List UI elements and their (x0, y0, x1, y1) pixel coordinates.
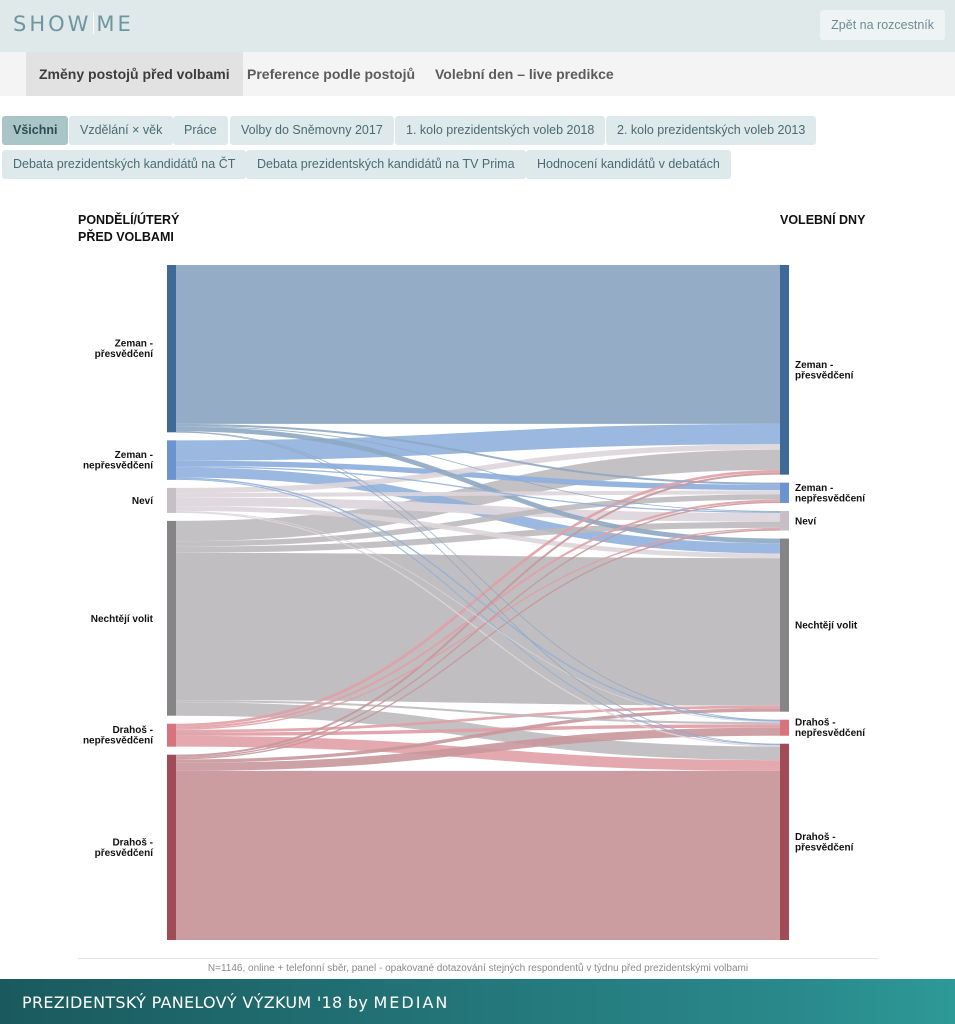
right-node-label-zp: Zeman -přesvědčení (795, 360, 855, 382)
flow-dn-to-dp[interactable] (175, 735, 781, 771)
left-node-zn[interactable] (167, 440, 176, 480)
flow-dn-to-nv[interactable] (175, 527, 781, 730)
logo-text-show: SHOW (13, 12, 92, 36)
flow-dp-to-zp[interactable] (175, 472, 781, 757)
right-node-label-nv: Neví (795, 516, 817, 527)
flow-dn-to-dn[interactable] (175, 724, 781, 736)
back-to-crossroads-button[interactable]: Zpět na rozcestník (820, 10, 945, 40)
left-node-label-line: Zeman - (115, 339, 153, 350)
flow-dn-to-zp[interactable] (175, 469, 781, 727)
filter-presidential-round2-2013[interactable]: 2. kolo prezidentských voleb 2013 (606, 116, 817, 145)
right-node-nv[interactable] (780, 510, 789, 531)
sankey-links (175, 264, 781, 941)
left-node-label-zn: Zeman -nepřesvědčení (83, 450, 154, 472)
flow-nc-to-nv[interactable] (175, 521, 781, 553)
flow-nv-to-zn[interactable] (175, 490, 781, 498)
left-node-label-line: přesvědčení (95, 349, 155, 360)
filter-all[interactable]: Všichni (2, 116, 69, 145)
right-node-nc[interactable] (780, 538, 789, 712)
right-node-label-nc: Nechtějí volit (795, 621, 858, 632)
right-node-label-line: přesvědčení (795, 370, 855, 381)
flow-zn-to-dn[interactable] (175, 477, 781, 722)
flow-dp-to-nv[interactable] (175, 529, 781, 760)
left-node-nv[interactable] (167, 487, 176, 513)
left-node-label-line: Zeman - (115, 450, 153, 461)
right-node-zn[interactable] (780, 482, 789, 503)
flow-nv-to-nc[interactable] (175, 506, 781, 559)
right-node-dp[interactable] (780, 743, 789, 940)
logo-divider (93, 12, 95, 34)
footer-brand-text: PREZIDENTSKÝ PANELOVÝ VÝZKUM '18 by MEDI… (22, 993, 449, 1012)
tab-preferences-by-attitude[interactable]: Preference podle postojů (247, 66, 416, 82)
footer-brand: PREZIDENTSKÝ PANELOVÝ VÝZKUM '18 (22, 993, 343, 1012)
left-node-label-line: přesvědčení (95, 848, 155, 859)
flow-zn-to-nv[interactable] (175, 466, 781, 513)
flow-nc-to-dn[interactable] (175, 700, 781, 725)
filter-debate-ct[interactable]: Debata prezidentských kandidátů na ČT (2, 150, 247, 179)
footer-banner: PREZIDENTSKÝ PANELOVÝ VÝZKUM '18 by MEDI… (0, 979, 955, 1024)
flow-zp-to-nv[interactable] (175, 425, 781, 512)
right-node-label-line: Nechtějí volit (795, 621, 858, 632)
left-node-label-line: Nechtějí volit (91, 614, 154, 625)
left-node-label-line: nepřesvědčení (83, 736, 154, 747)
right-node-label-line: Neví (795, 516, 817, 527)
left-column-title: PONDĚLÍ/ÚTERÝ PŘED VOLBAMI (78, 212, 179, 246)
filter-education-age[interactable]: Vzdělání × věk (69, 116, 174, 145)
footer-by: by (347, 993, 369, 1012)
flow-dp-to-nc[interactable] (175, 708, 781, 763)
left-node-label-line: Drahoš - (112, 837, 153, 848)
right-node-label-line: Drahoš - (795, 718, 836, 729)
right-node-label-line: Drahoš - (795, 832, 836, 843)
left-node-label-nv: Neví (132, 496, 154, 507)
left-node-dp[interactable] (167, 754, 176, 940)
left-node-label-line: nepřesvědčení (83, 461, 154, 472)
flow-zp-to-dp[interactable] (175, 431, 781, 745)
right-node-dn[interactable] (780, 719, 789, 736)
left-node-label-dp: Drahoš -přesvědčení (95, 837, 155, 859)
left-node-label-nc: Nechtějí volit (91, 614, 154, 625)
showme-logo[interactable]: SHOW ME (13, 12, 134, 36)
right-node-label-line: Zeman - (795, 360, 833, 371)
right-node-label-zn: Zeman -nepřesvědčení (795, 483, 866, 505)
flow-zn-to-dp[interactable] (175, 478, 781, 746)
left-node-label-line: Neví (132, 496, 154, 507)
sankey-chart: PONDĚLÍ/ÚTERÝ PŘED VOLBAMI VOLEBNÍ DNY Z… (0, 195, 955, 985)
top-bar: SHOW ME Zpět na rozcestník (0, 0, 955, 52)
filter-presidential-round1-2018[interactable]: 1. kolo prezidentských voleb 2018 (395, 116, 606, 145)
flow-dp-to-zn[interactable] (175, 501, 781, 759)
flow-zp-to-nc[interactable] (175, 426, 781, 544)
footer-company: MEDIAN (373, 993, 450, 1012)
left-node-label-dn: Drahoš -nepřesvědčení (83, 725, 154, 747)
tab-election-day-live[interactable]: Volební den – live predikce (435, 66, 614, 82)
filter-debate-prima[interactable]: Debata prezidentských kandidátů na TV Pr… (246, 150, 526, 179)
left-node-dn[interactable] (167, 723, 176, 747)
right-node-label-dn: Drahoš -nepřesvědčení (795, 718, 866, 740)
left-title-line2: PŘED VOLBAMI (78, 230, 174, 244)
filter-parliament-2017[interactable]: Volby do Sněmovny 2017 (230, 116, 394, 145)
main-tabs: Změny postojů před volbami Preference po… (0, 52, 955, 96)
flow-zp-to-zn[interactable] (175, 423, 781, 485)
right-node-label-dp: Drahoš -přesvědčení (795, 832, 855, 854)
logo-text-me: ME (96, 12, 134, 36)
flow-nv-to-dn[interactable] (175, 510, 781, 723)
flow-zp-to-dn[interactable] (175, 431, 781, 721)
tab-attitude-changes[interactable]: Změny postojů před volbami (26, 52, 243, 96)
right-column-title: VOLEBNÍ DNY (780, 213, 866, 227)
right-node-label-line: nepřesvědčení (795, 493, 866, 504)
footnote: N=1146, online + telefonní sběr, panel -… (78, 958, 878, 974)
right-node-label-line: nepřesvědčení (795, 728, 866, 739)
left-node-label-zp: Zeman -přesvědčení (95, 339, 155, 361)
right-node-zp[interactable] (780, 265, 789, 475)
right-node-label-line: Zeman - (795, 483, 833, 494)
filter-debate-ratings[interactable]: Hodnocení kandidátů v debatách (526, 150, 731, 179)
flow-nc-to-zn[interactable] (175, 494, 781, 547)
left-title-line1: PONDĚLÍ/ÚTERÝ (78, 213, 180, 227)
left-node-label-line: Drahoš - (112, 725, 153, 736)
left-node-nc[interactable] (167, 520, 176, 716)
right-node-label-line: přesvědčení (795, 842, 855, 853)
flow-zn-to-zp[interactable] (175, 423, 781, 461)
left-node-zp[interactable] (167, 265, 176, 433)
filter-work[interactable]: Práce (173, 116, 228, 145)
